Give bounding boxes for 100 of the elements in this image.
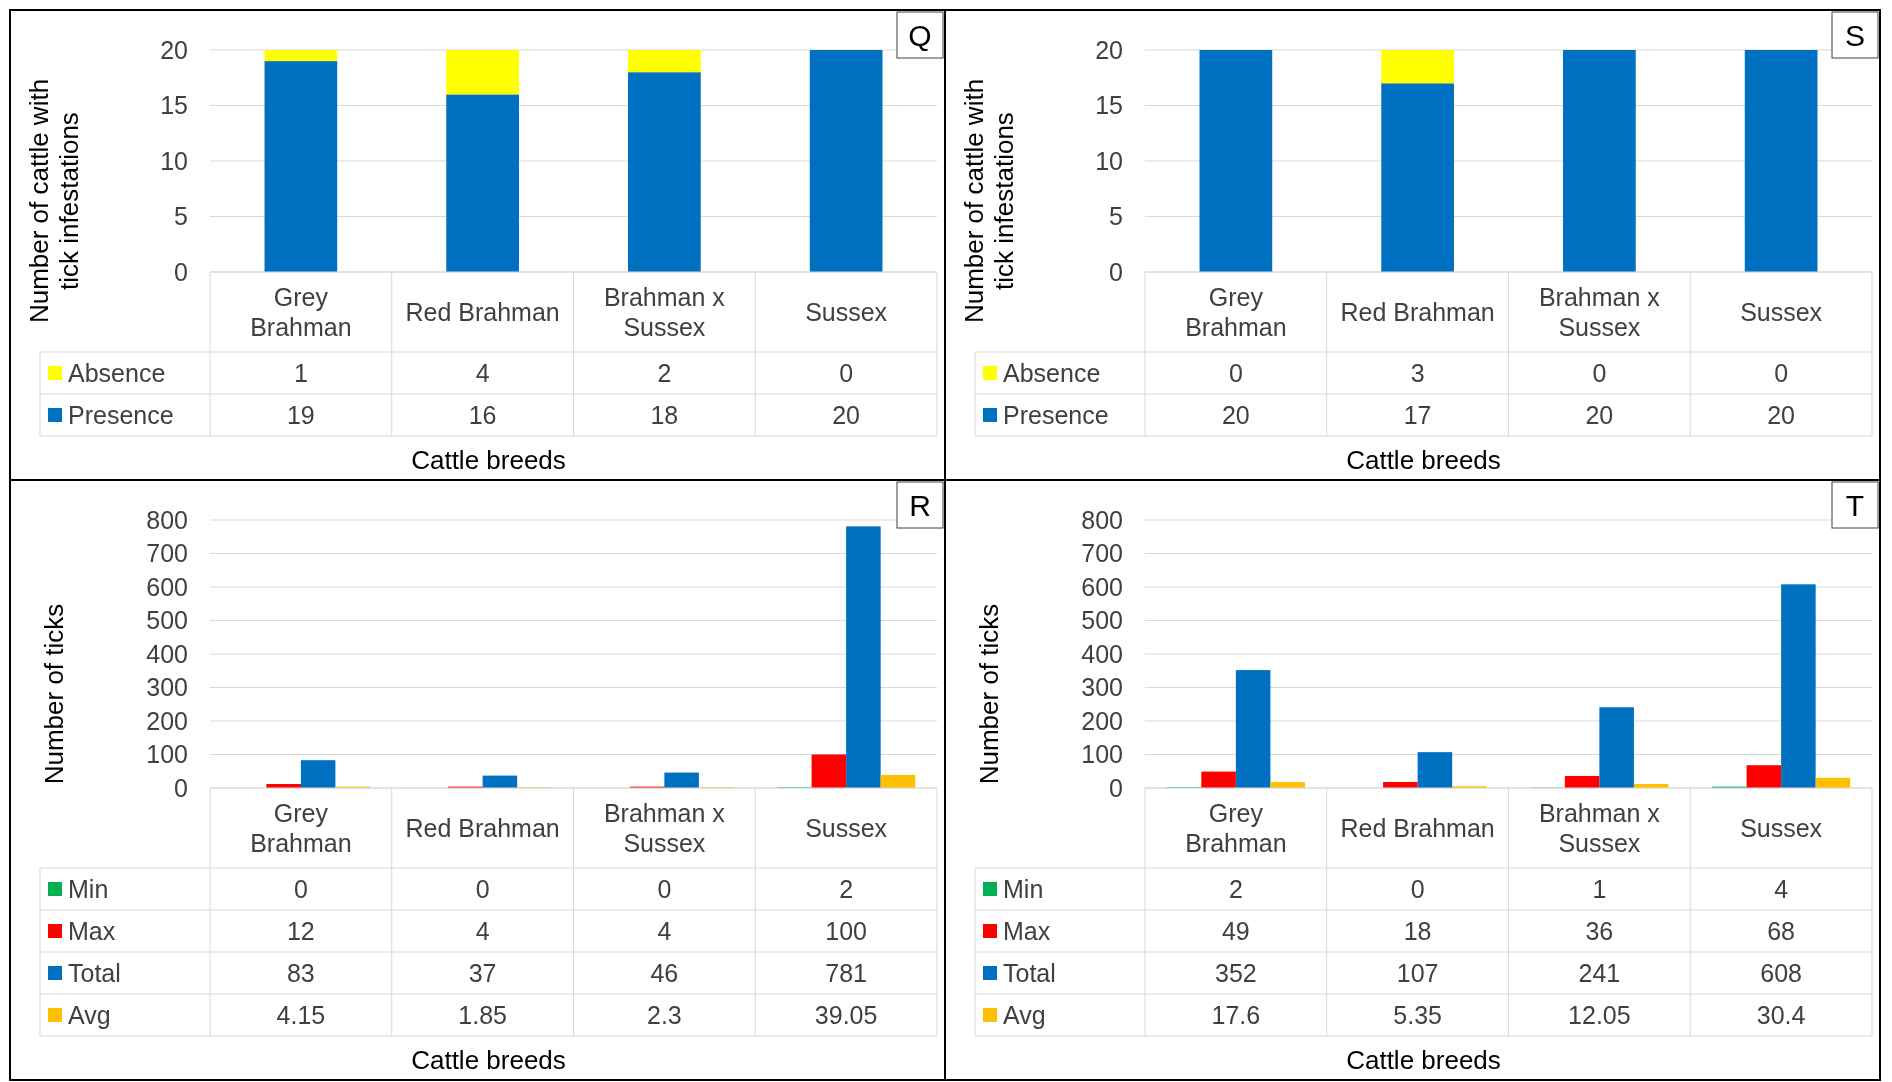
data-label: 20: [1767, 400, 1796, 429]
x-tick-label: Brahman x Sussex: [603, 282, 726, 341]
legend-label: Total: [1003, 958, 1056, 987]
data-label: 18: [1403, 916, 1432, 945]
x-tick-label: Sussex: [1740, 297, 1823, 326]
y-tick-label: 300: [1081, 673, 1123, 702]
y-tick-label: 600: [1081, 572, 1123, 601]
y-tick-label: 800: [146, 505, 188, 534]
data-label: 100: [825, 916, 867, 945]
y-axis-title: Number of cattle with tick infestations: [24, 78, 85, 324]
y-tick-label: 0: [1109, 773, 1123, 802]
data-label: 16: [468, 400, 497, 429]
y-tick-label: 0: [174, 257, 188, 286]
legend-label: Min: [1003, 874, 1044, 903]
y-tick-label: 400: [146, 639, 188, 668]
y-tick-label: 0: [174, 773, 188, 802]
x-tick-label: Sussex: [1740, 813, 1823, 842]
x-tick-label: Red Brahman: [1340, 813, 1495, 842]
legend-label: Min: [68, 874, 109, 903]
data-label: 17.6: [1211, 1000, 1261, 1029]
y-axis-title: Number of ticks: [39, 603, 70, 785]
data-label: 20: [1585, 400, 1614, 429]
data-label: 36: [1585, 916, 1614, 945]
x-axis-title: Cattle breeds: [411, 1045, 566, 1076]
y-tick-label: 400: [1081, 639, 1123, 668]
data-label: 2: [839, 874, 854, 903]
data-label: 4: [1774, 874, 1789, 903]
legend-label: Presence: [1003, 400, 1109, 429]
x-axis-title: Cattle breeds: [1346, 1045, 1501, 1076]
y-tick-label: 700: [146, 539, 188, 568]
data-label: 4: [475, 916, 490, 945]
data-label: 241: [1578, 958, 1621, 987]
data-label: 781: [825, 958, 867, 987]
x-tick-label: Brahman x Sussex: [603, 798, 726, 857]
y-tick-label: 200: [1081, 706, 1123, 735]
data-label: 0: [1228, 358, 1243, 387]
chart-title: R: [909, 488, 931, 522]
x-tick-label: Brahman x Sussex: [1538, 282, 1661, 341]
data-label: 39.05: [814, 1000, 878, 1029]
x-tick-label: Sussex: [805, 297, 888, 326]
x-tick-label: Red Brahman: [1340, 297, 1495, 326]
data-label: 0: [1410, 874, 1425, 903]
data-label: 30.4: [1756, 1000, 1806, 1029]
legend-label: Max: [68, 916, 116, 945]
y-tick-label: 800: [1081, 505, 1123, 534]
data-label: 12.05: [1568, 1000, 1631, 1029]
y-tick-label: 20: [160, 35, 188, 64]
x-axis-title: Cattle breeds: [1346, 445, 1501, 476]
data-label: 0: [657, 874, 672, 903]
legend-label: Max: [1003, 916, 1051, 945]
data-label: 12: [286, 916, 315, 945]
data-label: 68: [1767, 916, 1796, 945]
data-label: 17: [1403, 400, 1432, 429]
y-tick-label: 600: [146, 572, 188, 601]
x-tick-label: Red Brahman: [405, 813, 560, 842]
data-label: 83: [286, 958, 315, 987]
x-tick-label: Sussex: [805, 813, 888, 842]
data-label: 608: [1760, 958, 1802, 987]
y-tick-label: 15: [1095, 91, 1123, 120]
x-tick-label: Grey Brahman: [250, 282, 352, 341]
data-label: 4: [475, 358, 490, 387]
y-tick-label: 700: [1081, 539, 1123, 568]
data-label: 1.85: [458, 1000, 507, 1029]
y-tick-label: 500: [146, 606, 188, 635]
data-label: 19: [286, 400, 315, 429]
data-label: 2.3: [646, 1000, 682, 1029]
data-label: 18: [650, 400, 679, 429]
y-tick-label: 100: [1081, 740, 1123, 769]
y-axis-title: Number of cattle with tick infestations: [959, 78, 1020, 324]
data-label: 352: [1215, 958, 1257, 987]
legend-label: Avg: [68, 1000, 111, 1029]
chart-title: Q: [908, 18, 932, 52]
data-label: 1: [293, 358, 308, 387]
y-tick-label: 500: [1081, 606, 1123, 635]
data-label: 0: [1592, 358, 1607, 387]
y-tick-label: 5: [174, 202, 188, 231]
y-tick-label: 20: [1095, 35, 1123, 64]
data-label: 20: [832, 400, 861, 429]
data-label: 0: [293, 874, 308, 903]
data-label: 5.35: [1393, 1000, 1442, 1029]
data-label: 0: [839, 358, 854, 387]
chart-title: S: [1844, 18, 1866, 52]
legend-label: Absence: [68, 358, 166, 387]
x-tick-label: Grey Brahman: [250, 798, 352, 857]
data-label: 0: [475, 874, 490, 903]
x-axis-title: Cattle breeds: [411, 445, 566, 476]
legend-label: Presence: [68, 400, 174, 429]
chart-title: T: [1845, 488, 1865, 522]
legend-label: Avg: [1003, 1000, 1046, 1029]
data-label: 46: [650, 958, 679, 987]
legend-label: Total: [68, 958, 121, 987]
data-label: 3: [1410, 358, 1425, 387]
y-tick-label: 10: [160, 146, 188, 175]
x-tick-label: Brahman x Sussex: [1538, 798, 1661, 857]
x-tick-label: Grey Brahman: [1185, 798, 1287, 857]
data-label: 37: [468, 958, 497, 987]
y-tick-label: 0: [1109, 257, 1123, 286]
data-label: 2: [1228, 874, 1243, 903]
y-tick-label: 300: [146, 673, 188, 702]
legend-label: Absence: [1003, 358, 1101, 387]
